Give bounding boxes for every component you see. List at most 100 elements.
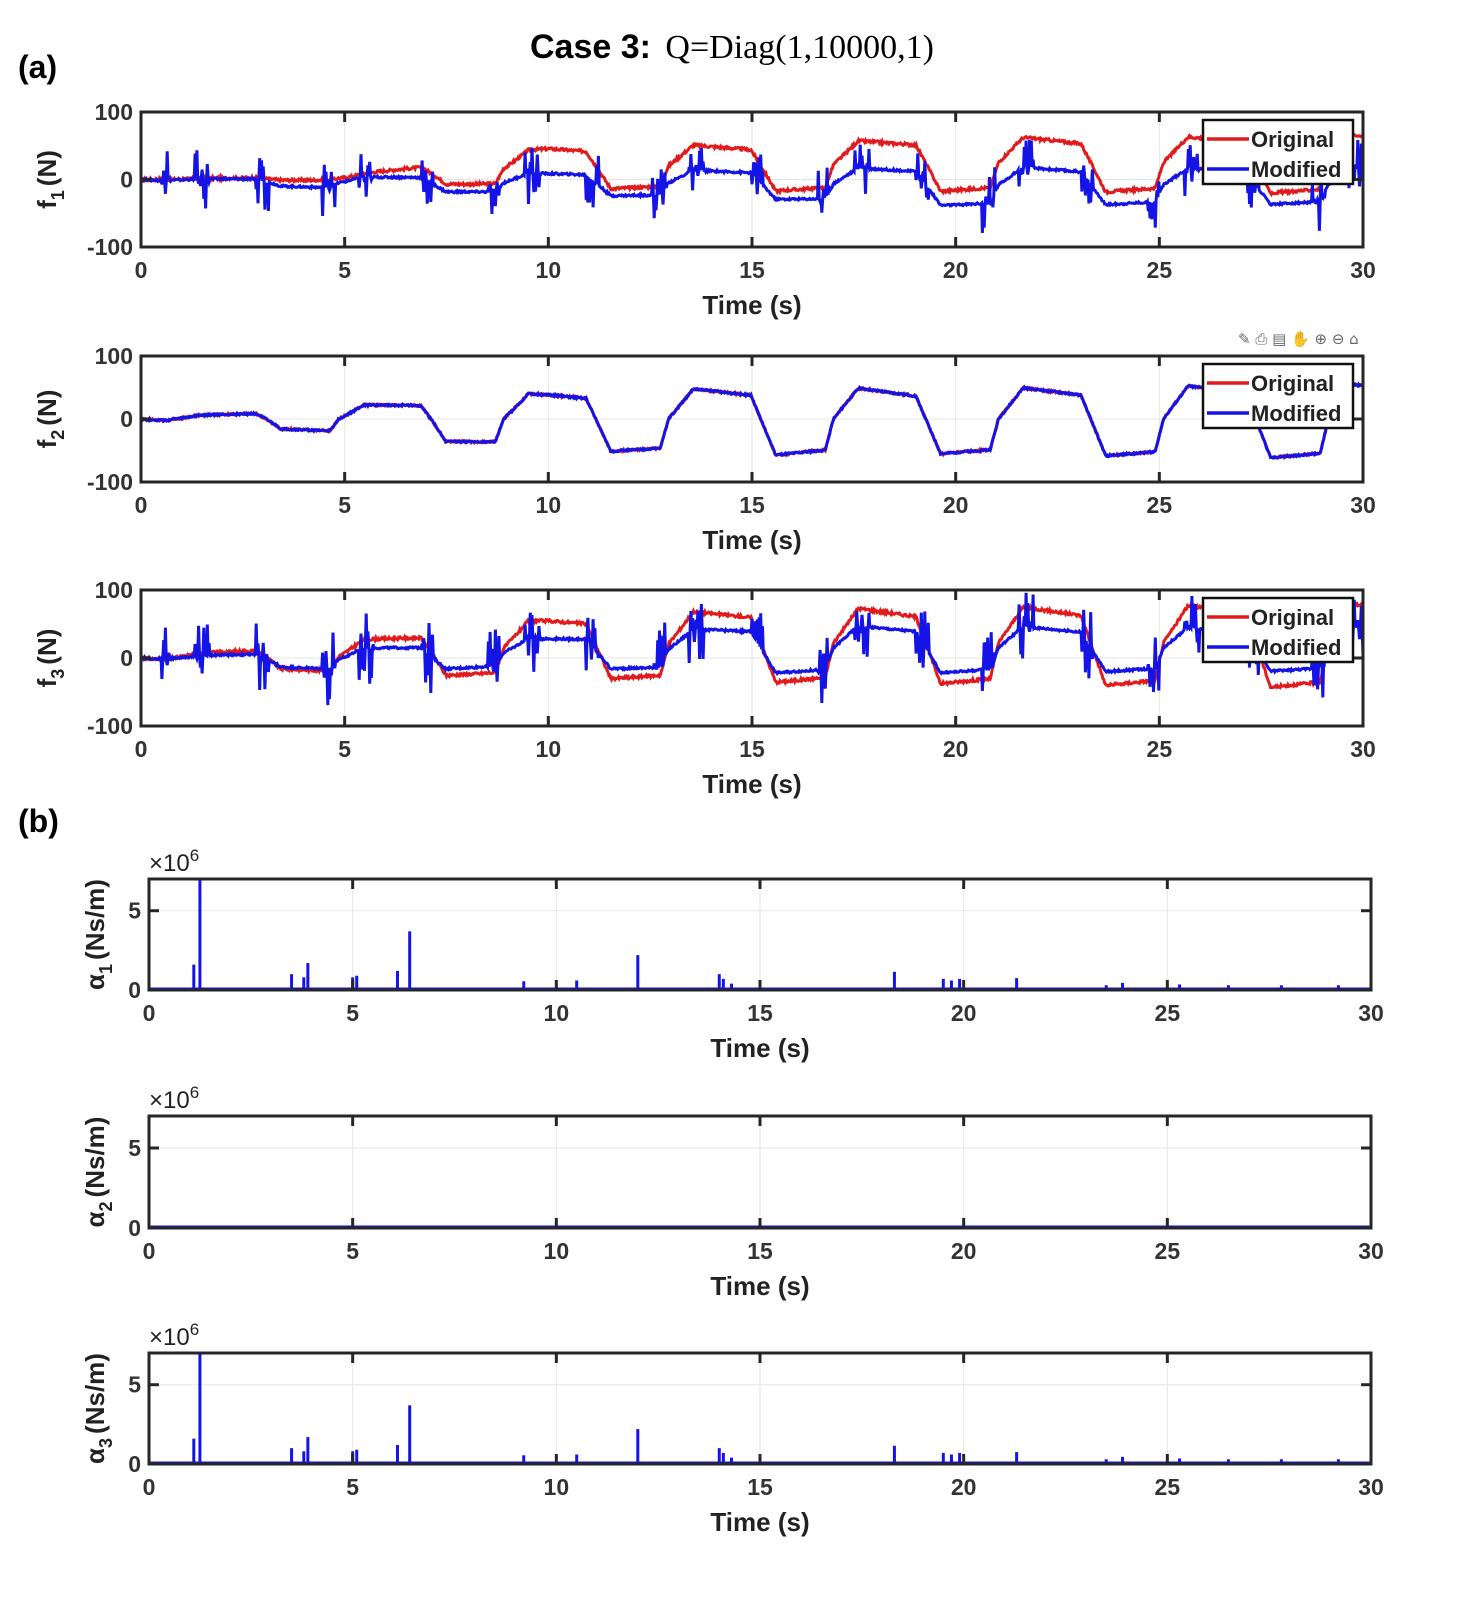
legend-box [1201, 362, 1355, 430]
legend-original-label: Original [1251, 371, 1334, 396]
x-axis-label: Time (s) [710, 1271, 809, 1301]
y-label-subscript: 3 [48, 669, 68, 679]
x-tick-label: 10 [536, 257, 562, 283]
y-label-main: α [80, 1211, 110, 1227]
x-tick-label: 15 [747, 1238, 773, 1264]
x-tick-label: 0 [143, 1000, 156, 1026]
x-tick-label: 15 [747, 1000, 773, 1026]
legend-original-label: Original [1251, 605, 1334, 630]
x-tick-label: 0 [135, 492, 148, 518]
y-label-unit: (Ns/m) [80, 1353, 110, 1434]
x-tick-label: 5 [346, 1474, 359, 1500]
axis-exponent: ×106 [149, 1320, 199, 1351]
exponent-power: 6 [190, 1083, 199, 1102]
x-tick-label: 25 [1147, 736, 1173, 762]
x-tick-label: 10 [544, 1000, 570, 1026]
y-label-unit: (N) [32, 390, 62, 426]
y-axis-label: α2 (Ns/m) [80, 1117, 116, 1228]
y-label-main: f [32, 200, 62, 209]
x-tick-label: 5 [338, 257, 351, 283]
legend-modified-label: Modified [1251, 157, 1341, 182]
series-original-line [141, 132, 1363, 198]
x-tick-label: 25 [1155, 1000, 1181, 1026]
x-tick-label: 25 [1147, 257, 1173, 283]
x-axis-label: Time (s) [702, 769, 801, 799]
x-tick-label: 30 [1350, 736, 1376, 762]
chart-alpha2: 0 5 10 15 20 25 30 0 5 Time (s) α2 (Ns/m) ×106 [80, 1083, 1384, 1301]
x-tick-label: 30 [1358, 1000, 1384, 1026]
x-tick-label: 20 [943, 736, 969, 762]
title-case-label: Case 3: [530, 28, 651, 66]
x-axis-label: Time (s) [710, 1507, 809, 1537]
y-label-subscript: 3 [96, 1438, 116, 1448]
x-tick-label: 25 [1155, 1474, 1181, 1500]
x-tick-label: 15 [739, 492, 765, 518]
x-tick-label: 0 [143, 1474, 156, 1500]
x-tick-label: 20 [943, 492, 969, 518]
y-tick-label: 5 [128, 1372, 141, 1398]
x-tick-label: 30 [1350, 492, 1376, 518]
axis-exponent: ×106 [149, 1083, 199, 1114]
x-tick-label: 25 [1147, 492, 1173, 518]
y-tick-label: 0 [128, 1215, 141, 1241]
x-tick-label: 5 [346, 1000, 359, 1026]
chart-alpha3: 0 5 10 15 20 25 30 0 5 Time (s) α3 (Ns/m) ×106 [80, 1320, 1384, 1537]
legend: Original Modified [1201, 118, 1355, 186]
series-modified-line [141, 592, 1363, 706]
y-axis-label: f1 (N) [32, 150, 68, 209]
y-label-subscript: 1 [48, 190, 68, 200]
exponent-base: ×10 [149, 1087, 190, 1114]
x-tick-label: 30 [1350, 257, 1376, 283]
title-equation: Q=Diag(1,10000,1) [665, 29, 933, 66]
y-tick-label: 100 [95, 577, 133, 603]
y-label-subscript: 2 [96, 1201, 116, 1211]
y-tick-label: 100 [95, 343, 133, 369]
x-tick-label: 20 [951, 1238, 977, 1264]
y-label-main: f [32, 439, 62, 448]
x-tick-label: 20 [951, 1474, 977, 1500]
y-label-unit: (Ns/m) [80, 1117, 110, 1198]
y-label-unit: (Ns/m) [80, 879, 110, 960]
y-tick-label: 0 [120, 167, 133, 193]
x-tick-label: 10 [536, 492, 562, 518]
y-label-main: α [80, 1448, 110, 1464]
x-axis-label: Time (s) [702, 525, 801, 555]
x-tick-label: 10 [544, 1474, 570, 1500]
x-tick-label: 20 [943, 257, 969, 283]
y-tick-label: 0 [128, 977, 141, 1003]
exponent-power: 6 [190, 846, 199, 865]
y-label-main: α [80, 974, 110, 990]
y-axis-label: α3 (Ns/m) [80, 1353, 116, 1464]
legend-modified-label: Modified [1251, 635, 1341, 660]
y-label-subscript: 2 [48, 430, 68, 440]
y-label-unit: (N) [32, 629, 62, 665]
legend: Original Modified [1201, 362, 1355, 430]
legend-original-label: Original [1251, 127, 1334, 152]
y-axis-label: α1 (Ns/m) [80, 879, 116, 990]
x-axis-label: Time (s) [710, 1033, 809, 1063]
x-tick-label: 5 [338, 492, 351, 518]
x-axis-label: Time (s) [702, 290, 801, 320]
x-tick-label: 0 [143, 1238, 156, 1264]
exponent-power: 6 [190, 1320, 199, 1339]
x-tick-label: 10 [544, 1238, 570, 1264]
y-tick-label: 0 [128, 1451, 141, 1477]
y-tick-label: 0 [120, 406, 133, 432]
chart-alpha1: 0 5 10 15 20 25 30 0 5 Time (s) α1 (Ns/m) ×106 [80, 846, 1384, 1063]
y-tick-label: -100 [87, 234, 133, 260]
y-axis-label: f2 (N) [32, 390, 68, 449]
x-tick-label: 20 [951, 1000, 977, 1026]
legend-modified-label: Modified [1251, 401, 1341, 426]
x-tick-label: 0 [135, 736, 148, 762]
figure-title: Case 3: Q=Diag(1,10000,1) [530, 28, 934, 66]
x-tick-label: 15 [739, 736, 765, 762]
y-axis-label: f3 (N) [32, 629, 68, 688]
axes-toolbar[interactable]: ✎ ⎙ ▤ ✋ ⊕ ⊖ ⌂ [1238, 330, 1359, 348]
x-tick-label: 10 [536, 736, 562, 762]
exponent-base: ×10 [149, 850, 190, 877]
